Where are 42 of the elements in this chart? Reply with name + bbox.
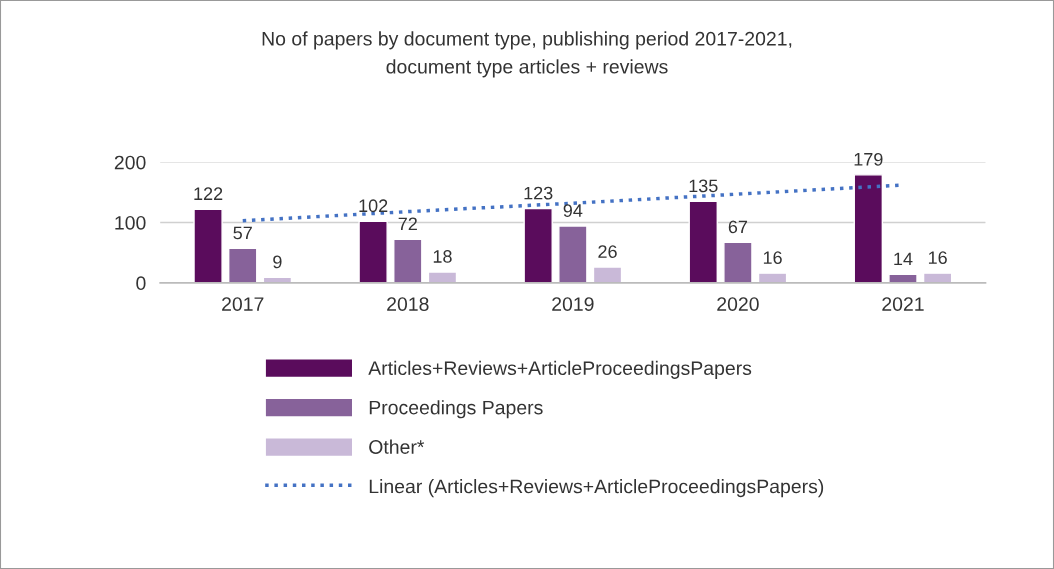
data-label: 72 <box>398 217 417 231</box>
chart-title: No of papers by document type, publishing period 2017-2021, document type articles + reviews <box>262 31 792 78</box>
bar <box>393 238 423 283</box>
data-label: 123 <box>524 186 553 200</box>
legend-label: Articles+Reviews+ArticleProceedingsPapers <box>368 360 752 379</box>
x-tick-label: 2019 <box>552 297 594 311</box>
bar <box>193 208 223 283</box>
y-tick-label: 0 <box>136 276 146 291</box>
legend-label: Other* <box>369 439 425 454</box>
legend-label: Proceedings Papers <box>369 400 543 419</box>
y-tick-label: 100 <box>115 215 146 230</box>
data-label: 179 <box>854 152 883 166</box>
bar <box>228 247 258 283</box>
bar <box>757 272 788 283</box>
data-label: 26 <box>598 245 617 258</box>
x-tick-label: 2018 <box>387 297 429 311</box>
data-label: 122 <box>194 187 223 200</box>
data-label: 9 <box>273 255 282 269</box>
bar <box>592 266 623 283</box>
x-tick-label: 2020 <box>717 297 759 311</box>
data-label: 16 <box>763 251 782 265</box>
bar <box>427 271 458 283</box>
data-label: 94 <box>563 204 583 217</box>
data-label: 18 <box>433 250 452 263</box>
bar <box>853 174 884 283</box>
data-label: 57 <box>233 226 252 240</box>
data-label: 16 <box>928 251 947 265</box>
legend-label: Linear (Articles+Reviews+ArticleProceedingsPapers) <box>369 479 824 498</box>
x-tick-label: 2021 <box>882 297 924 311</box>
bar <box>358 220 388 283</box>
data-label: 14 <box>894 252 913 266</box>
bar <box>558 225 588 283</box>
bar <box>688 200 718 283</box>
bar <box>723 241 753 283</box>
bar <box>922 272 953 283</box>
x-tick-label: 2017 <box>222 297 264 311</box>
y-tick-label: 200 <box>114 155 146 170</box>
data-label: 102 <box>359 199 388 213</box>
bar <box>888 273 918 283</box>
bar <box>523 207 553 283</box>
data-label: 135 <box>689 179 718 193</box>
data-label: 67 <box>728 220 748 234</box>
